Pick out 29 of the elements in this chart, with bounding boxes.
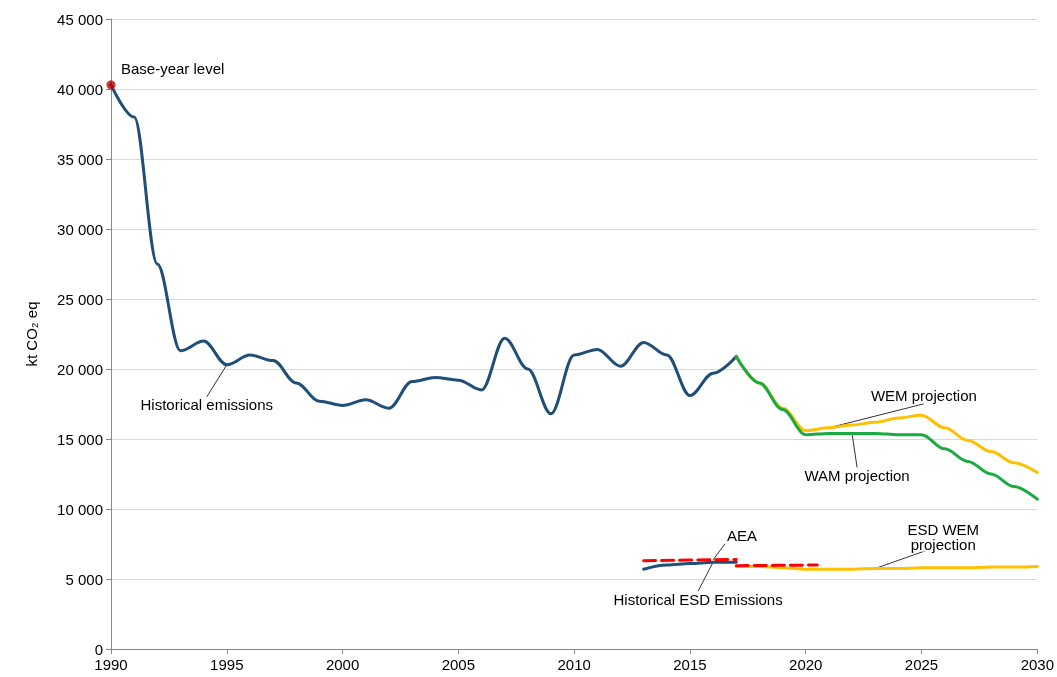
x-tick-label: 2015 bbox=[673, 656, 707, 673]
x-tick-label: 2025 bbox=[904, 656, 939, 673]
annotation: WAM projection bbox=[804, 466, 910, 484]
x-tick-label: 2005 bbox=[441, 656, 476, 673]
x-tick-label: 1995 bbox=[210, 656, 244, 673]
annotation: Historical ESD Emissions bbox=[613, 590, 783, 608]
y-tick-label: 15 000 bbox=[57, 430, 103, 448]
annotation: ESD WEM projection bbox=[907, 520, 980, 553]
annotation: AEA bbox=[727, 527, 758, 545]
x-tick-label: 1990 bbox=[94, 656, 128, 673]
y-tick-label: 30 000 bbox=[57, 220, 103, 238]
x-tick-label: 2010 bbox=[557, 656, 591, 673]
y-tick-label: 40 000 bbox=[57, 80, 103, 98]
annotation: Historical emissions bbox=[140, 396, 274, 414]
y-tick-label: 20 000 bbox=[57, 360, 103, 378]
y-tick-label: 10 000 bbox=[57, 500, 103, 518]
annotation: WEM projection bbox=[870, 387, 977, 405]
y-tick-label: 35 000 bbox=[57, 150, 103, 168]
y-tick-label: 45 000 bbox=[57, 10, 103, 28]
y-tick-label: 5 000 bbox=[65, 570, 103, 588]
x-tick-label: 2000 bbox=[325, 656, 360, 673]
y-tick-label: 25 000 bbox=[57, 290, 103, 308]
y-tick-label: 0 bbox=[94, 640, 103, 658]
x-tick-label: 2020 bbox=[789, 656, 823, 673]
line-series bbox=[642, 560, 738, 571]
annotation: Base-year level bbox=[121, 60, 225, 78]
line-series bbox=[734, 354, 1039, 501]
x-tick-label: 2030 bbox=[1020, 656, 1054, 673]
y-axis-title: kt CO₂ eq bbox=[23, 301, 40, 367]
